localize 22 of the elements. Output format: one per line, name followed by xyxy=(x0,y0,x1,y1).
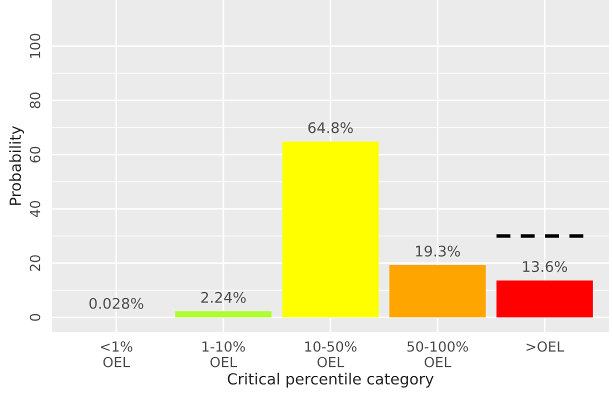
data-label: 64.8% xyxy=(308,122,353,134)
y-axis-title: Probability xyxy=(9,126,24,205)
bar xyxy=(496,280,593,318)
bar xyxy=(175,311,272,318)
y-tick-label: 80 xyxy=(30,92,40,108)
y-tick-label: 20 xyxy=(30,255,40,271)
y-tick-label: 100 xyxy=(30,34,40,58)
x-tick-label: 10-50% OEL xyxy=(305,341,356,368)
y-tick-label: 60 xyxy=(30,146,40,162)
bar xyxy=(282,142,379,318)
y-tick-label: 40 xyxy=(30,200,40,218)
bar xyxy=(389,265,486,318)
x-tick-label: >OEL xyxy=(526,341,564,352)
x-tick-label: <1% OEL xyxy=(100,341,132,368)
data-label: 0.028% xyxy=(89,298,144,309)
data-label: 2.24% xyxy=(201,292,246,303)
x-tick-label: 1-10% OEL xyxy=(202,341,245,368)
data-label: 19.3% xyxy=(416,246,460,257)
y-tick-label: 0 xyxy=(30,314,40,321)
x-axis-title: Critical percentile category xyxy=(228,372,434,388)
x-tick-label: 50-100% OEL xyxy=(407,341,468,368)
data-label: 13.6% xyxy=(523,261,568,272)
